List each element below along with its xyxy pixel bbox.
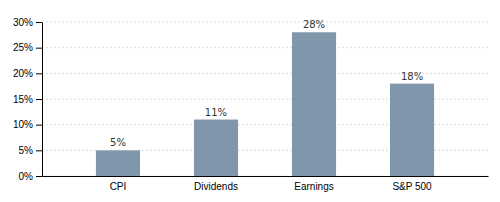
y-tick-mark bbox=[36, 73, 42, 74]
x-tick-label: Dividends bbox=[194, 181, 238, 192]
bar bbox=[292, 32, 336, 176]
bar bbox=[96, 150, 140, 176]
y-axis: 0% 5% 10% 15% 20% 25% 30% bbox=[13, 17, 43, 182]
data-labels: 5% 11% 28% 18% bbox=[110, 19, 423, 148]
x-tick-label: Earnings bbox=[294, 181, 333, 192]
x-axis-line bbox=[43, 176, 489, 177]
grid bbox=[42, 22, 488, 176]
chart: 0% 5% 10% 15% 20% 25% 30% CPI Dividends Earnings S… bbox=[0, 0, 500, 202]
bar bbox=[390, 84, 434, 176]
y-tick: 30% bbox=[13, 17, 42, 28]
grid-line bbox=[42, 22, 488, 23]
data-label: 11% bbox=[205, 107, 227, 118]
y-tick-label: 20% bbox=[13, 68, 33, 79]
y-tick-mark bbox=[36, 176, 42, 177]
y-tick: 10% bbox=[13, 119, 42, 130]
y-tick: 5% bbox=[19, 145, 42, 156]
x-tick: Dividends bbox=[194, 181, 238, 192]
grid-line bbox=[42, 47, 488, 48]
y-tick-label: 15% bbox=[13, 94, 33, 105]
y-tick: 15% bbox=[13, 94, 42, 105]
y-tick-label: 5% bbox=[19, 145, 34, 156]
y-tick: 20% bbox=[13, 68, 42, 79]
y-tick: 0% bbox=[19, 171, 42, 182]
x-tick: CPI bbox=[110, 181, 127, 192]
bars bbox=[96, 32, 434, 176]
x-tick: S&P 500 bbox=[392, 181, 432, 192]
y-axis-line bbox=[42, 23, 43, 177]
y-tick-label: 30% bbox=[13, 17, 33, 28]
x-tick: Earnings bbox=[294, 181, 333, 192]
y-tick-mark bbox=[36, 48, 42, 49]
y-tick-label: 25% bbox=[13, 42, 33, 53]
data-label: 18% bbox=[401, 71, 423, 82]
y-tick: 25% bbox=[13, 42, 42, 53]
x-axis: CPI Dividends Earnings S&P 500 bbox=[43, 177, 489, 193]
plot: 0% 5% 10% 15% 20% 25% 30% CPI Dividends Earnings S… bbox=[13, 17, 489, 192]
y-tick-mark bbox=[36, 125, 42, 126]
y-tick-mark bbox=[36, 99, 42, 100]
y-tick-label: 0% bbox=[19, 171, 34, 182]
y-tick-mark bbox=[36, 150, 42, 151]
y-tick-label: 10% bbox=[13, 119, 33, 130]
data-label: 28% bbox=[303, 19, 325, 30]
data-label: 5% bbox=[110, 137, 126, 148]
bar bbox=[194, 120, 238, 176]
y-tick-mark bbox=[36, 22, 42, 23]
x-tick-label: S&P 500 bbox=[392, 181, 432, 192]
x-tick-label: CPI bbox=[110, 181, 127, 192]
